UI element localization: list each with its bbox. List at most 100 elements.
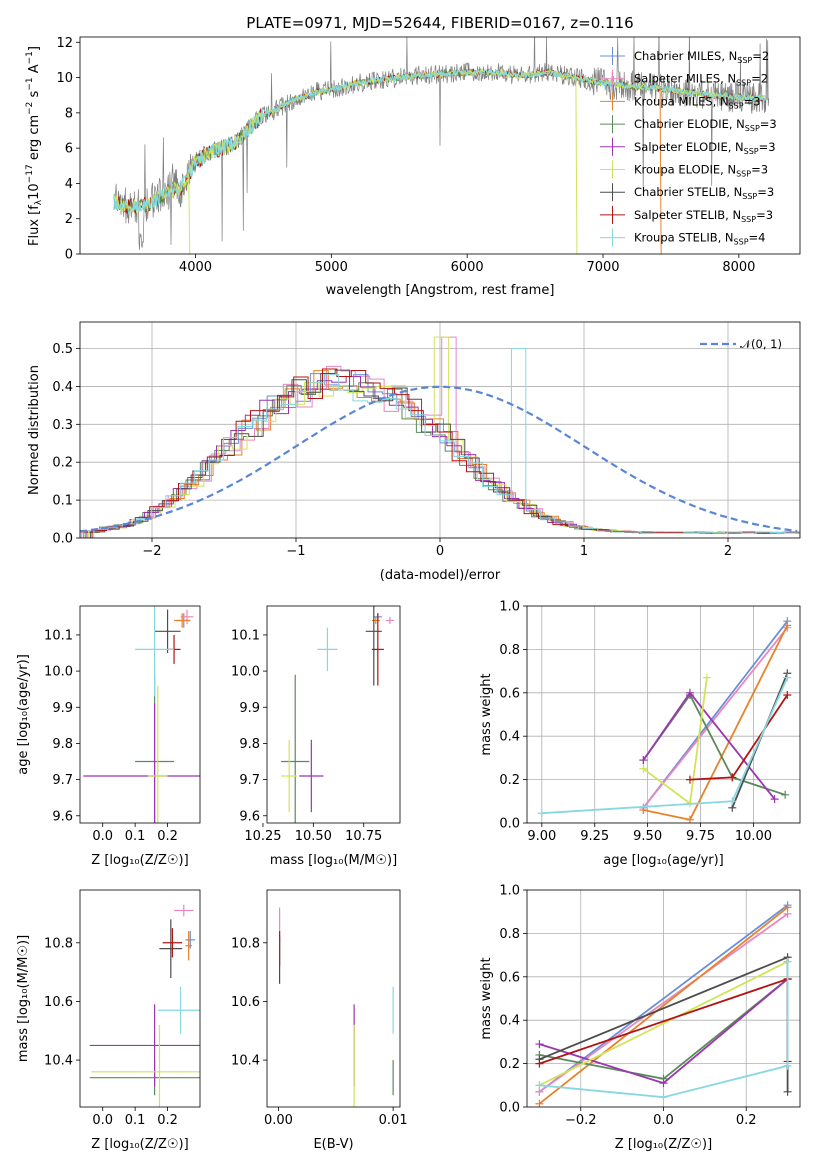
spectrum-masked-line [659,88,662,254]
axes-weight_vs_Z: −0.2 0.0 0.2 0.0 0.2 0.4 0.6 0.8 1.0 Z [log₁₀(Z/Z… [479,884,801,1152]
weight-line-kroupa-stelib [539,961,789,1099]
y-tick-label: 4 [65,177,73,192]
y-axis-label: Flux [fλ10−17 erg cm−2 s−1 A−1] [25,46,44,246]
legend-entry: Kroupa STELIB, NSSP=4 [634,231,765,247]
errorbar-point [317,627,338,672]
x-tick-label: 5000 [315,260,348,275]
y-tick-label: 8 [65,106,73,121]
plot-area [281,606,394,823]
errorbar-point [157,986,200,1034]
y-tick-label: 9.9 [239,701,260,716]
x-tick-label: 9.25 [580,829,609,844]
x-tick-label: 10.00 [735,829,772,844]
y-tick-label: 0 [65,248,73,263]
y-axis-label: Normed distribution [27,365,42,495]
weight-marker [728,797,737,806]
spectrum-masked-line [575,77,578,254]
legend-entry: Chabrier STELIB, NSSP=3 [634,185,774,201]
x-tick-label: 0.0 [92,1113,113,1128]
weight-marker [783,621,792,630]
axes-frame [266,889,401,1108]
y-tick-label: 1.0 [499,600,520,615]
y-tick-label: 0.4 [499,730,520,745]
weight-marker [639,764,648,773]
legend-entry: Chabrier ELODIE, NSSP=3 [634,117,777,133]
hist-salpeter-miles [81,336,800,538]
axes-frame [266,605,401,824]
x-tick-label: −1 [286,544,305,559]
hist-chabrier-stelib [89,369,800,538]
y-tick-label: 9.6 [52,809,73,824]
y-tick-label: 10.6 [44,995,73,1010]
errorbar-point [174,904,194,917]
hist-kroupa-miles [82,370,800,538]
x-tick-label: 1 [580,544,588,559]
weight-marker [685,775,694,784]
spectrum-masked-line [188,174,191,254]
weight-marker [783,957,792,966]
y-tick-label: 10.0 [231,665,260,680]
x-tick-label: 7000 [586,260,619,275]
weight-line-salpeter-miles [642,627,789,809]
weight-marker [685,688,694,697]
errorbar-point [371,613,384,686]
x-axis-label: E(B-V) [313,1137,353,1152]
weight-marker [702,673,711,682]
y-tick-label: 0.0 [499,817,520,832]
hist-kroupa-stelib [93,348,800,538]
y-tick-label: 0.5 [52,342,73,357]
y-tick-label: 6 [65,142,73,157]
y-axis-label: age [log₁₀(age/yr)] [16,654,31,775]
plot-area [279,907,394,1107]
hist-salpeter-elodie [86,376,800,538]
x-tick-label: 10.50 [295,829,332,844]
x-tick-label: 0.1 [125,829,146,844]
x-tick-label: −0.2 [565,1113,597,1128]
axes-mass_vs_Z: 0.0 0.1 0.2 10.4 10.6 10.8 Z [log₁₀(Z/Z☉)] mass… [16,889,201,1152]
x-tick-label: 9.00 [527,829,556,844]
y-tick-label: 0.8 [499,643,520,658]
errorbar-point [365,606,382,686]
hist-salpeter-stelib [91,368,800,538]
axes-frame [79,605,201,824]
y-tick-label: 0.3 [52,418,73,433]
y-tick-label: 10.8 [231,936,260,951]
legend-entry: Salpeter STELIB, NSSP=3 [634,208,773,224]
errorbar-point [281,674,310,823]
x-tick-label: 0.2 [157,829,178,844]
y-tick-label: 9.7 [239,773,260,788]
weight-marker [783,1087,792,1096]
x-tick-label: 0 [436,544,444,559]
weight-marker [537,809,546,818]
x-tick-label: 0.0 [653,1113,674,1128]
weight-marker [783,1061,792,1070]
axes-frame [526,605,801,824]
weight-marker [728,773,737,782]
normal-curve [80,385,798,533]
x-tick-label: 2 [724,544,732,559]
y-tick-label: 0.1 [52,494,73,509]
errorbar-point [91,1024,200,1107]
spectrum-model-kroupa-stelib [113,68,767,215]
weight-marker [781,790,790,799]
figure-title: PLATE=0971, MJD=52644, FIBERID=0167, z=0… [246,14,633,32]
errorbar-point [154,609,181,654]
plot-area [83,606,200,823]
axes-frame [79,889,201,1108]
y-tick-label: 0.2 [499,1057,520,1072]
weight-marker [535,1059,544,1068]
errorbar-point [185,931,192,961]
x-tick-label: 0.1 [125,1113,146,1128]
plot-area [527,606,800,823]
x-axis-label: Z [log₁₀(Z/Z☉)] [91,853,188,868]
x-tick-label: −2 [142,544,161,559]
errorbar-point [135,606,175,697]
weight-marker [770,795,779,804]
y-tick-label: 12 [56,36,73,51]
axes-age_vs_mass: 10.25 10.50 10.75 9.6 9.7 9.8 9.9 10.0 10.1 mass … [231,605,401,868]
legend-entry: Kroupa ELODIE, NSSP=3 [634,163,768,179]
y-tick-label: 9.8 [239,737,260,752]
y-tick-label: 1.0 [499,884,520,899]
y-tick-label: 0.4 [52,380,73,395]
